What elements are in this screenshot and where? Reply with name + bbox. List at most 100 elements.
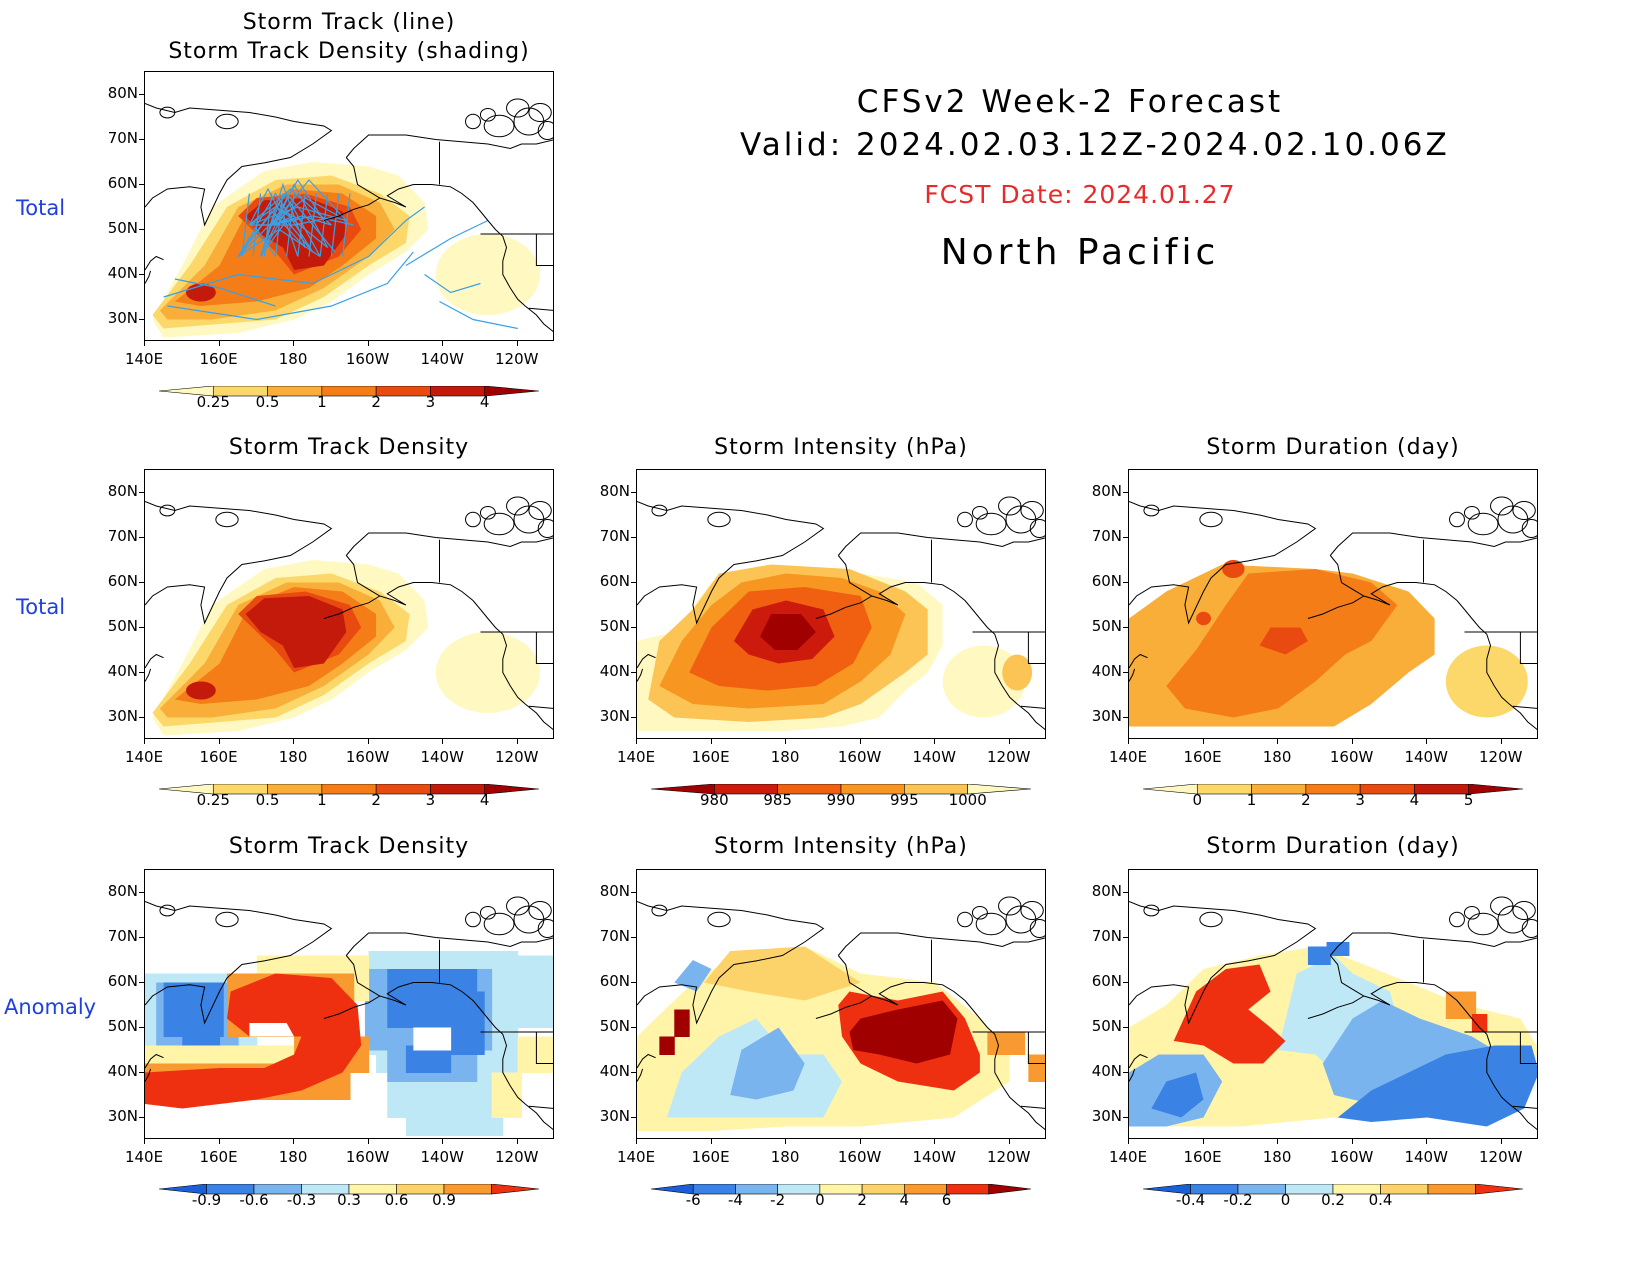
p1-colorbar: [159, 784, 540, 795]
lon-label: 140E: [124, 1148, 164, 1166]
lat-label: 60N: [107, 971, 138, 990]
lat-label: 80N: [599, 881, 630, 900]
p3-colorbar: [1143, 784, 1524, 795]
lat-tick: [631, 716, 636, 718]
lon-label: 140E: [1108, 748, 1148, 766]
lon-tick: [293, 1139, 295, 1144]
lon-tick: [785, 739, 787, 744]
lon-label: 120W: [1478, 748, 1523, 766]
p1-map: [144, 469, 554, 739]
lon-label: 160W: [345, 1148, 390, 1166]
lon-label: 140W: [1404, 1148, 1448, 1166]
lon-label: 160W: [1329, 1148, 1374, 1166]
lat-label: 40N: [1091, 1061, 1122, 1080]
lat-label: 40N: [107, 1061, 138, 1080]
p6-map-svg: [1129, 896, 1537, 1131]
duration-1-2-east: [1445, 645, 1528, 718]
lat-label: 30N: [1091, 706, 1122, 725]
lat-label: 70N: [107, 926, 138, 945]
lat-tick: [1123, 626, 1128, 628]
lat-tick: [139, 1071, 144, 1073]
p3-title-0: Storm Duration (day): [1206, 435, 1460, 460]
lat-tick: [631, 936, 636, 938]
colorbar-label: 3: [425, 791, 436, 809]
lon-label: 160E: [691, 1148, 730, 1166]
p5-map-svg: [637, 896, 1045, 1131]
density-level-5: [245, 596, 347, 668]
row-label-3: Anomaly: [4, 995, 97, 1019]
header-line2: Valid: 2024.02.03.12Z-2024.02.10.06Z: [740, 127, 1450, 163]
coastline: [1129, 496, 1537, 731]
lat-label: 70N: [599, 926, 630, 945]
lon-tick: [144, 341, 145, 346]
colorbar-label: 0.5: [255, 393, 280, 411]
lon-tick: [859, 1139, 861, 1144]
dens-anom-red: [145, 973, 362, 1109]
lon-tick: [367, 1139, 369, 1144]
p3-map-svg: [1129, 496, 1537, 731]
p2-map-svg: [637, 496, 1045, 731]
lon-tick: [144, 739, 145, 744]
lat-label: 50N: [1091, 616, 1122, 635]
p6-map: [1128, 869, 1538, 1139]
p3-map: [1128, 469, 1538, 739]
lon-label: 180: [770, 748, 800, 766]
lat-tick: [139, 183, 144, 185]
colorbar-swatch: [1468, 784, 1524, 795]
lat-tick: [139, 1116, 144, 1118]
colorbar-label: 0.9: [432, 1191, 456, 1209]
lon-label: 160W: [837, 1148, 882, 1166]
colorbar-label: 3: [425, 393, 436, 411]
lon-tick: [636, 1139, 637, 1144]
lat-label: 40N: [599, 1061, 630, 1080]
colorbar-label: 1000: [948, 791, 987, 809]
lat-label: 70N: [1091, 926, 1122, 945]
colorbar-label: 0: [815, 1191, 825, 1209]
intensity-east-b: [1002, 654, 1033, 691]
lat-label: 60N: [1091, 571, 1122, 590]
colorbar-label: 985: [763, 791, 792, 809]
lon-tick: [636, 739, 637, 744]
lon-label: 180: [1262, 1148, 1292, 1166]
colorbar-label: 5: [1463, 791, 1474, 809]
lat-label: 40N: [107, 661, 138, 680]
colorbar-label: 2: [1301, 791, 1311, 809]
p2-map: [636, 469, 1046, 739]
intensity-east: [942, 645, 1025, 718]
colorbar-label: 980: [700, 791, 729, 809]
p0-title-0: Storm Track (line): [242, 10, 456, 35]
lon-tick: [1202, 1139, 1204, 1144]
lat-label: 60N: [107, 173, 138, 192]
lon-tick: [1128, 1139, 1129, 1144]
lat-tick: [139, 936, 144, 938]
p1-map-svg: [145, 496, 553, 736]
lat-tick: [631, 491, 636, 493]
lat-label: 70N: [1091, 526, 1122, 545]
lat-label: 80N: [1091, 881, 1122, 900]
lon-label: 140W: [420, 748, 464, 766]
lon-tick: [218, 341, 220, 346]
lat-tick: [631, 1116, 636, 1118]
lon-label: 180: [278, 350, 308, 368]
colorbar-label: 0.25: [196, 791, 230, 809]
lat-tick: [1123, 936, 1128, 938]
lon-label: 120W: [986, 1148, 1031, 1166]
lat-tick: [1123, 491, 1128, 493]
colorbar-label: 0: [1192, 791, 1203, 809]
lat-tick: [139, 981, 144, 983]
lat-tick: [139, 581, 144, 583]
colorbar-swatch: [484, 784, 540, 795]
colorbar-label: -0.3: [286, 1191, 317, 1209]
colorbar-label: -0.2: [1223, 1191, 1253, 1209]
lat-tick: [1123, 716, 1128, 718]
lat-tick: [139, 491, 144, 493]
lon-tick: [1500, 1139, 1502, 1144]
lon-label: 140E: [124, 748, 164, 766]
coastline: [145, 98, 553, 333]
lon-label: 120W: [494, 350, 539, 368]
intensity-below-980: [760, 614, 816, 650]
int-anom-blue: [730, 1027, 805, 1100]
coastline: [145, 496, 553, 731]
lat-tick: [1123, 671, 1128, 673]
lat-label: 30N: [599, 1106, 630, 1125]
